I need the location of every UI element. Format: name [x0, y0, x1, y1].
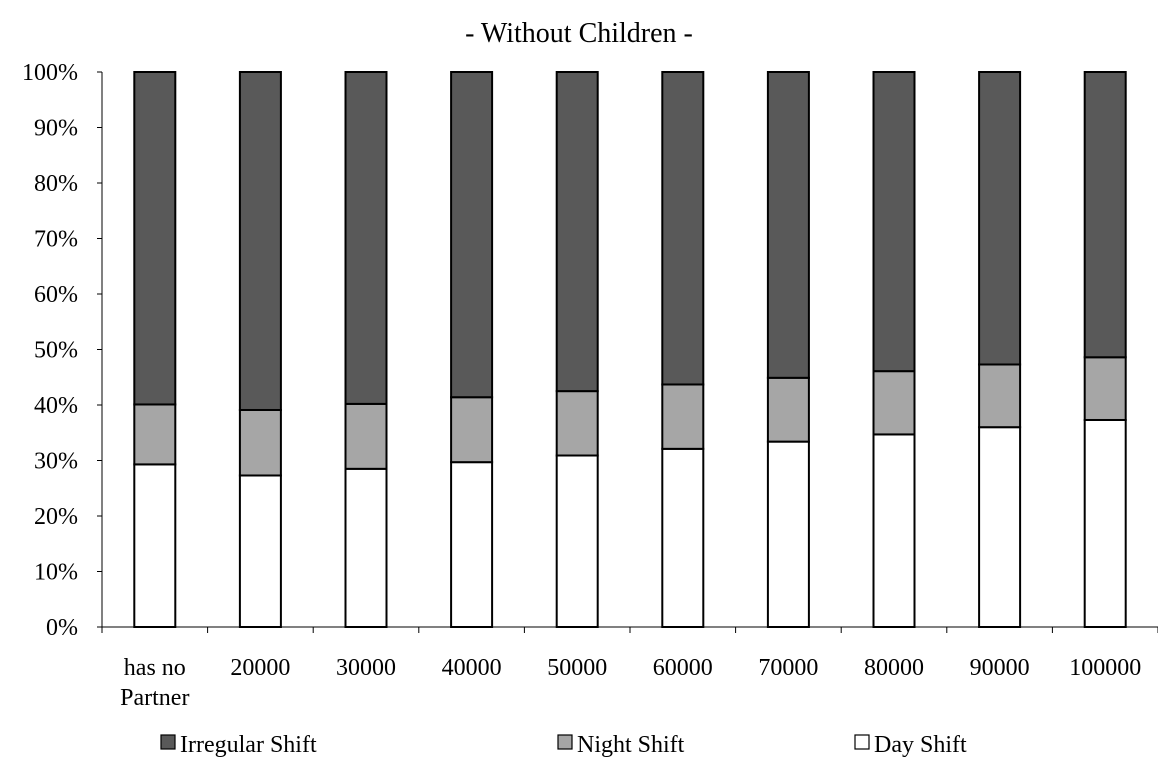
bar-segment-day-shift: [661, 447, 705, 628]
bar-segment-day-shift: [238, 474, 282, 628]
y-tick-label: 60%: [34, 282, 78, 308]
bar-segment-night-shift: [344, 402, 388, 470]
y-tick-label: 0%: [46, 615, 78, 641]
y-tick-label: 30%: [34, 449, 78, 475]
bar-segment-night-shift: [555, 390, 599, 457]
x-tick-label: 70000: [758, 655, 818, 681]
x-tick-label: 30000: [336, 655, 396, 681]
bar-segment-irregular-shift: [555, 71, 599, 393]
bar-segment-day-shift: [872, 433, 916, 629]
legend-swatch-day-shift: [854, 734, 870, 750]
bars: [133, 71, 1127, 629]
y-axis: 0% 10% 20% 30% 40% 50% 60% 70% 80% 90% 100%: [22, 60, 103, 641]
bar-segment-night-shift: [238, 408, 282, 477]
legend-label-irregular-shift: Irregular Shift: [180, 732, 317, 758]
y-tick-label: 50%: [34, 338, 78, 364]
bar-segment-night-shift: [133, 403, 177, 466]
y-tick-label: 100%: [22, 60, 78, 86]
bar-segment-day-shift: [1083, 418, 1127, 628]
x-tick-label: 50000: [547, 655, 607, 681]
bar-segment-irregular-shift: [450, 71, 494, 399]
bar-segment-day-shift: [555, 454, 599, 628]
y-tick-label: 40%: [34, 393, 78, 419]
bar-segment-irregular-shift: [133, 71, 177, 406]
bar-segment-day-shift: [344, 467, 388, 629]
bar-segment-irregular-shift: [978, 71, 1022, 366]
x-tick-label: 90000: [970, 655, 1030, 681]
x-tick-label: has no Partner: [120, 655, 189, 711]
x-tick-label: 100000: [1069, 655, 1141, 681]
y-tick-label: 80%: [34, 171, 78, 197]
bar-segment-night-shift: [450, 396, 494, 464]
y-tick-label: 90%: [34, 116, 78, 142]
bar-segment-irregular-shift: [238, 71, 282, 411]
x-tick-label: 80000: [864, 655, 924, 681]
bar-segment-night-shift: [661, 383, 705, 450]
bar-segment-day-shift: [133, 463, 177, 629]
legend-swatch-night-shift: [557, 734, 573, 750]
y-tick-label: 20%: [34, 504, 78, 530]
chart-title: - Without Children -: [465, 18, 693, 49]
bar-segment-day-shift: [978, 426, 1022, 629]
bar-segment-irregular-shift: [344, 71, 388, 405]
x-tick-label: 60000: [653, 655, 713, 681]
bar-segment-night-shift: [1083, 356, 1127, 421]
legend-label-day-shift: Day Shift: [874, 732, 967, 758]
y-tick-label: 10%: [34, 560, 78, 586]
bar-segment-day-shift: [766, 440, 810, 628]
bar-segment-night-shift: [872, 370, 916, 436]
y-tick-label: 70%: [34, 227, 78, 253]
x-axis: has no Partner 20000 30000 40000 50000 60000 70…: [101, 626, 1158, 711]
bar-segment-irregular-shift: [766, 71, 810, 379]
legend-label-night-shift: Night Shift: [577, 732, 685, 758]
bar-segment-night-shift: [766, 376, 810, 443]
bar-segment-night-shift: [978, 363, 1022, 429]
bar-segment-irregular-shift: [872, 71, 916, 373]
x-tick-label: 40000: [442, 655, 502, 681]
bar-segment-day-shift: [450, 461, 494, 629]
bar-segment-irregular-shift: [661, 71, 705, 386]
bar-segment-irregular-shift: [1083, 71, 1127, 359]
legend-swatch-irregular-shift: [160, 734, 176, 750]
legend: Irregular Shift Night Shift Day Shift: [160, 732, 967, 758]
x-tick-label: 20000: [230, 655, 290, 681]
